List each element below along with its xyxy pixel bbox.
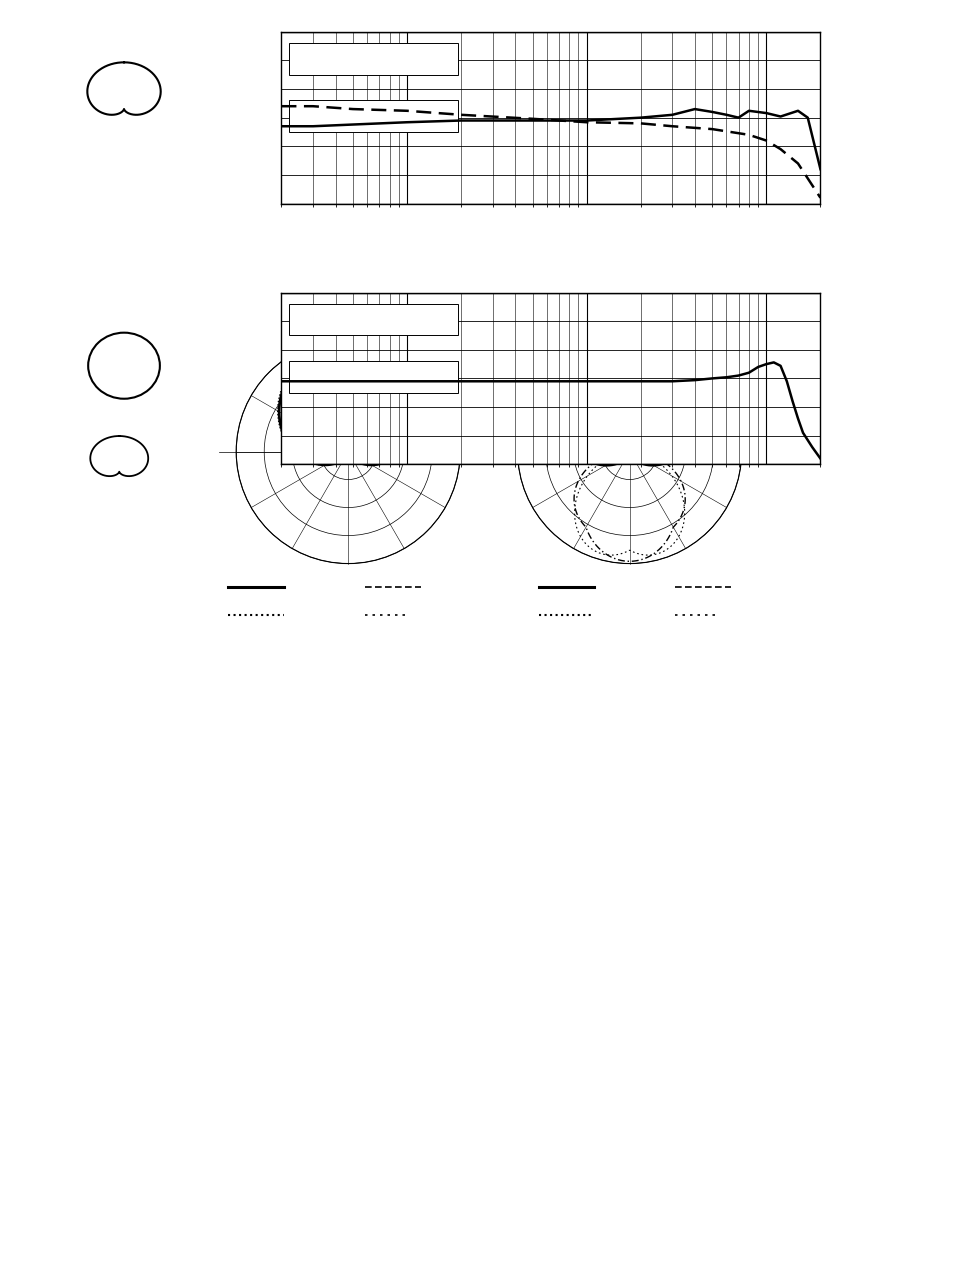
Bar (289, 100, 457, 132)
Bar (289, 43, 457, 75)
Text: English: English (896, 83, 908, 134)
Bar (289, 361, 457, 393)
Bar (289, 304, 457, 336)
